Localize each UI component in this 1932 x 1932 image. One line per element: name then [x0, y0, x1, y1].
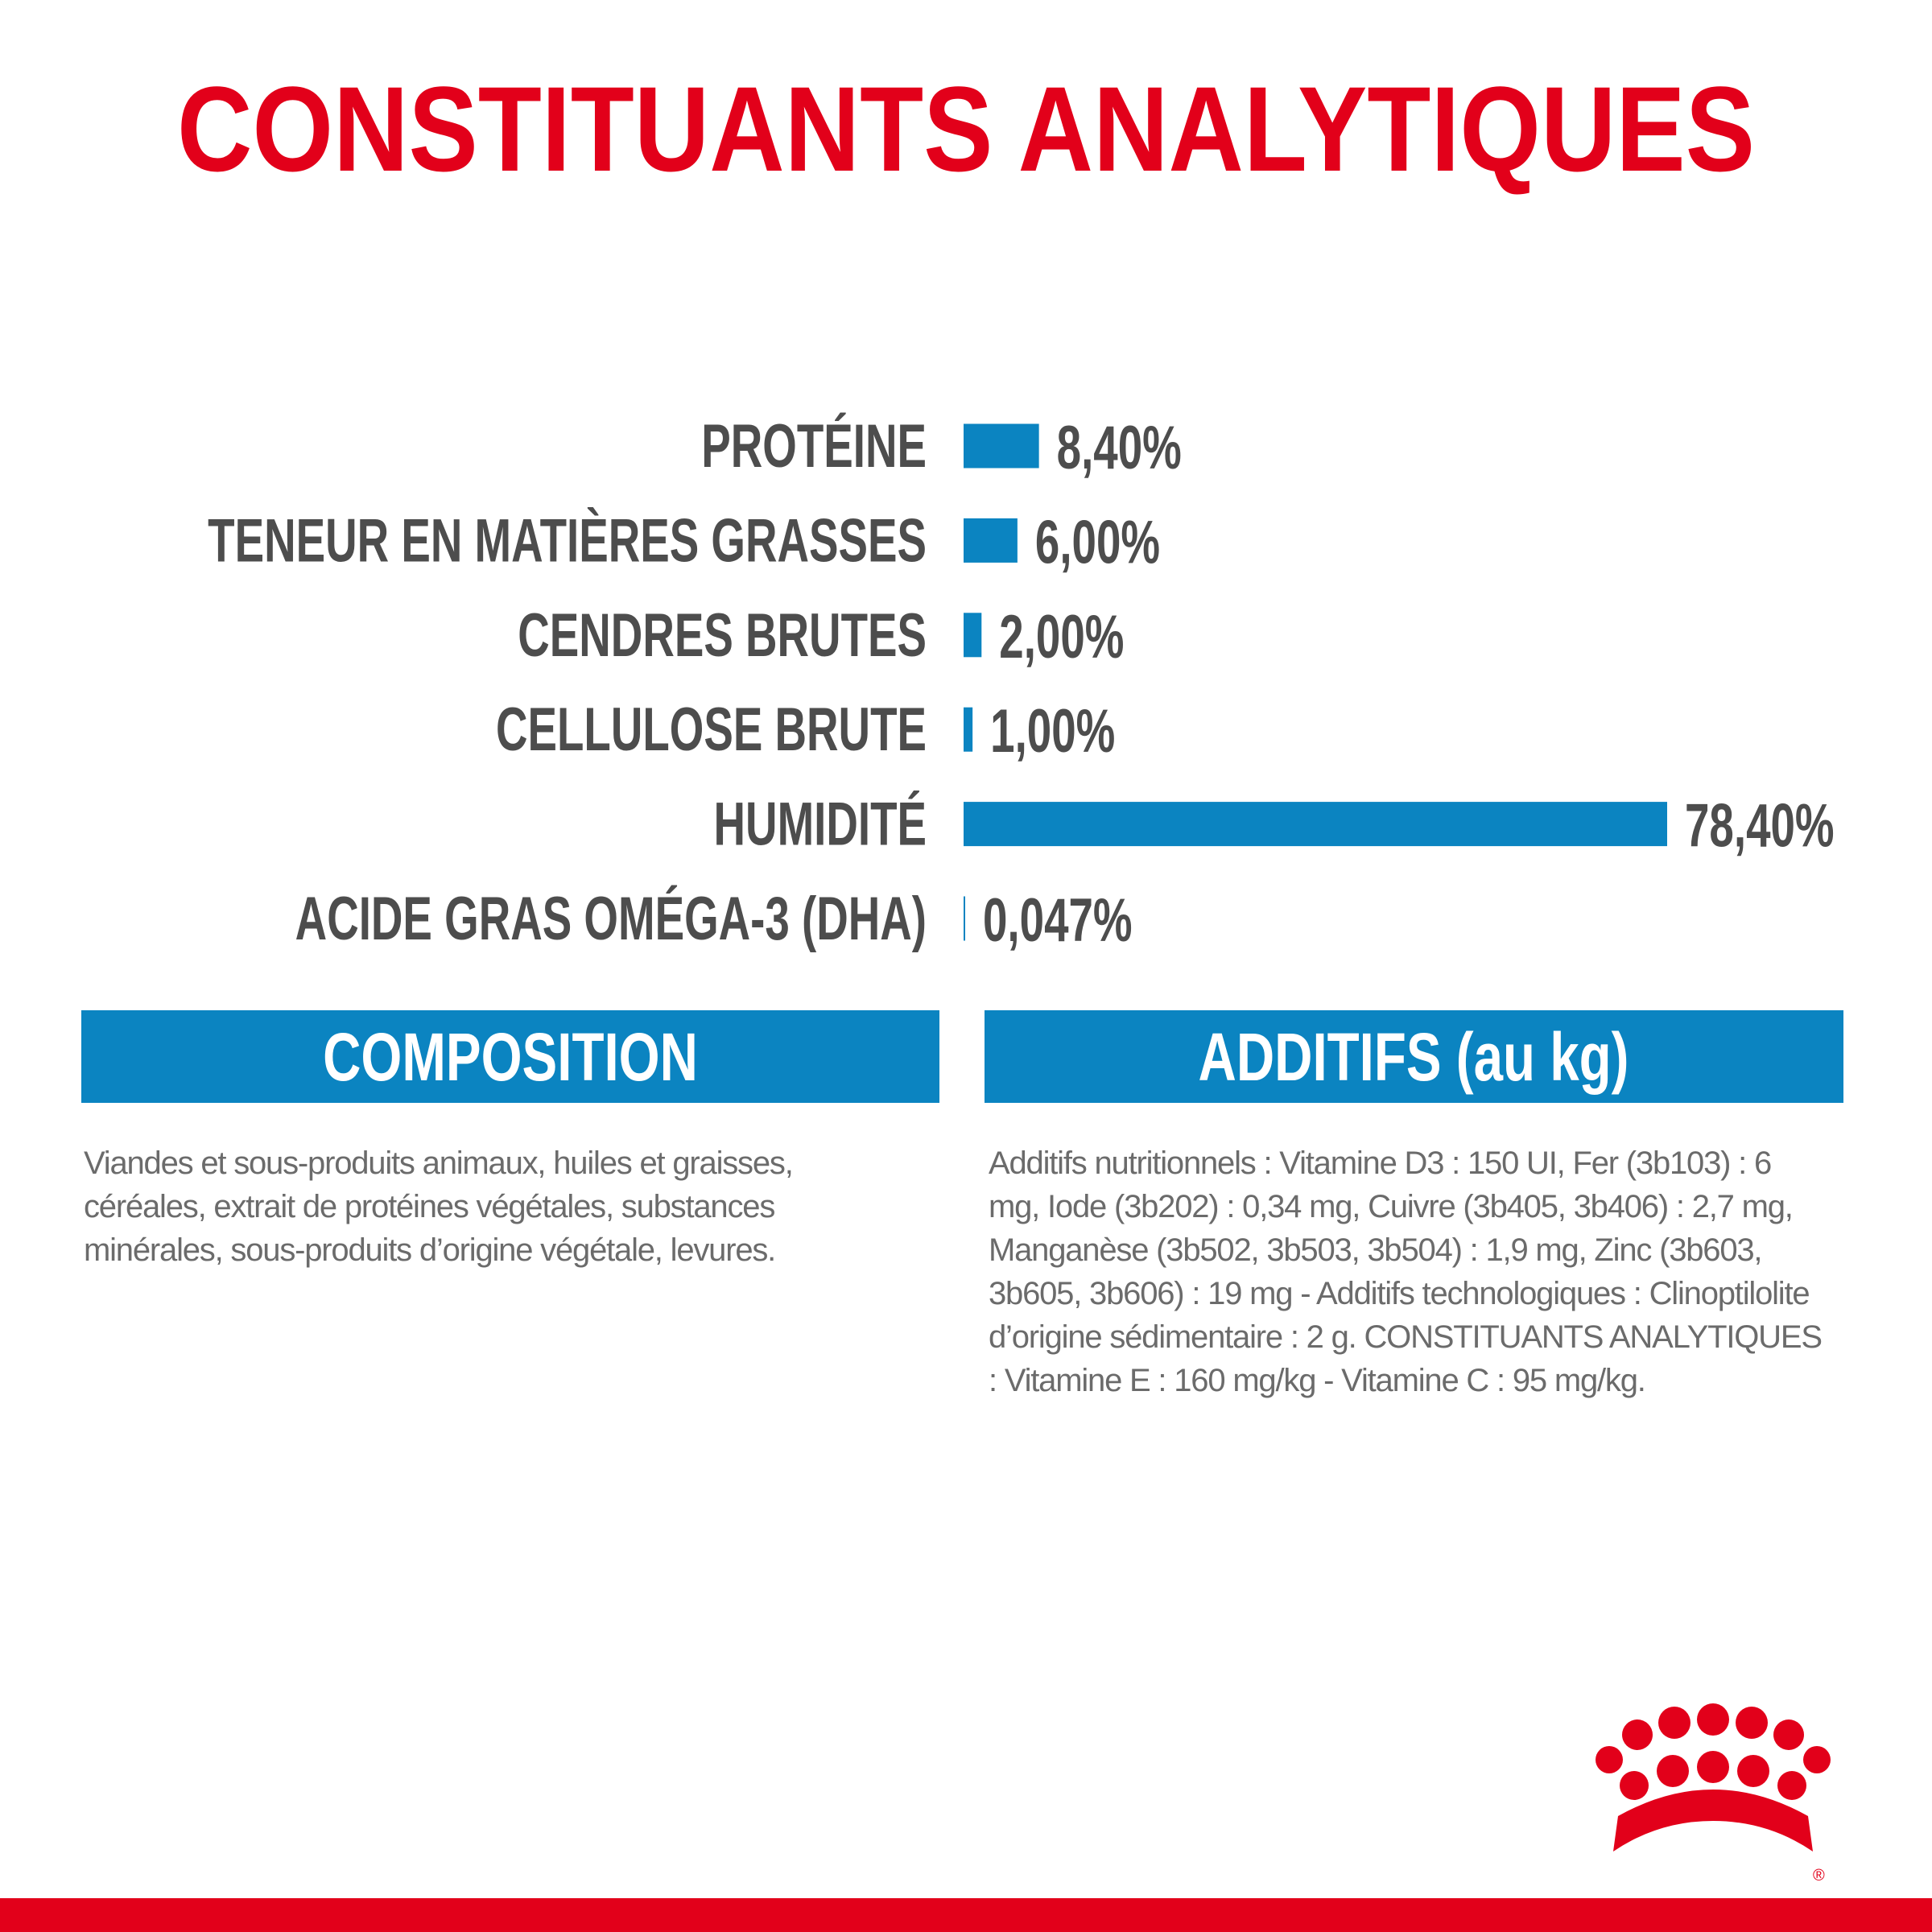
- category-label: CELLULOSE BRUTE: [496, 696, 927, 764]
- bar: [964, 518, 1018, 563]
- logo: [1596, 1703, 1831, 1852]
- value-label: 1,00%: [990, 697, 1115, 766]
- composition-text: Viandes et sous-produits animaux, huiles…: [84, 1146, 794, 1268]
- bar: [964, 802, 1667, 847]
- bar: [964, 896, 965, 941]
- category-label: PROTÉINE: [701, 411, 927, 481]
- additifs-title: ADDITIFS (au kg): [1199, 1019, 1629, 1095]
- composition-header: [81, 1010, 939, 1103]
- bar: [964, 613, 982, 658]
- value-label: 78,40%: [1685, 792, 1835, 861]
- bar: [964, 423, 1039, 469]
- additifs-text: Additifs nutritionnels : Vitamine D3 : 1…: [989, 1146, 1823, 1398]
- value-label: 8,40%: [1057, 414, 1182, 482]
- logo-mark: ®: [1813, 1867, 1825, 1885]
- additifs-header: [985, 1010, 1843, 1103]
- bar: [964, 707, 973, 752]
- value-label: 0,047%: [983, 886, 1133, 955]
- composition-title: COMPOSITION: [323, 1019, 698, 1095]
- category-label: HUMIDITÉ: [714, 790, 927, 859]
- category-label: TENEUR EN MATIÈRES GRASSES: [208, 506, 927, 576]
- chart-title: CONSTITUANTS ANALYTIQUES: [177, 61, 1755, 196]
- value-label: 6,00%: [1035, 509, 1160, 577]
- value-label: 2,00%: [999, 603, 1124, 671]
- bottom-strip: [0, 1898, 1932, 1932]
- category-label: ACIDE GRAS OMÉGA-3 (DHA): [295, 884, 927, 953]
- category-label: CENDRES BRUTES: [518, 601, 927, 670]
